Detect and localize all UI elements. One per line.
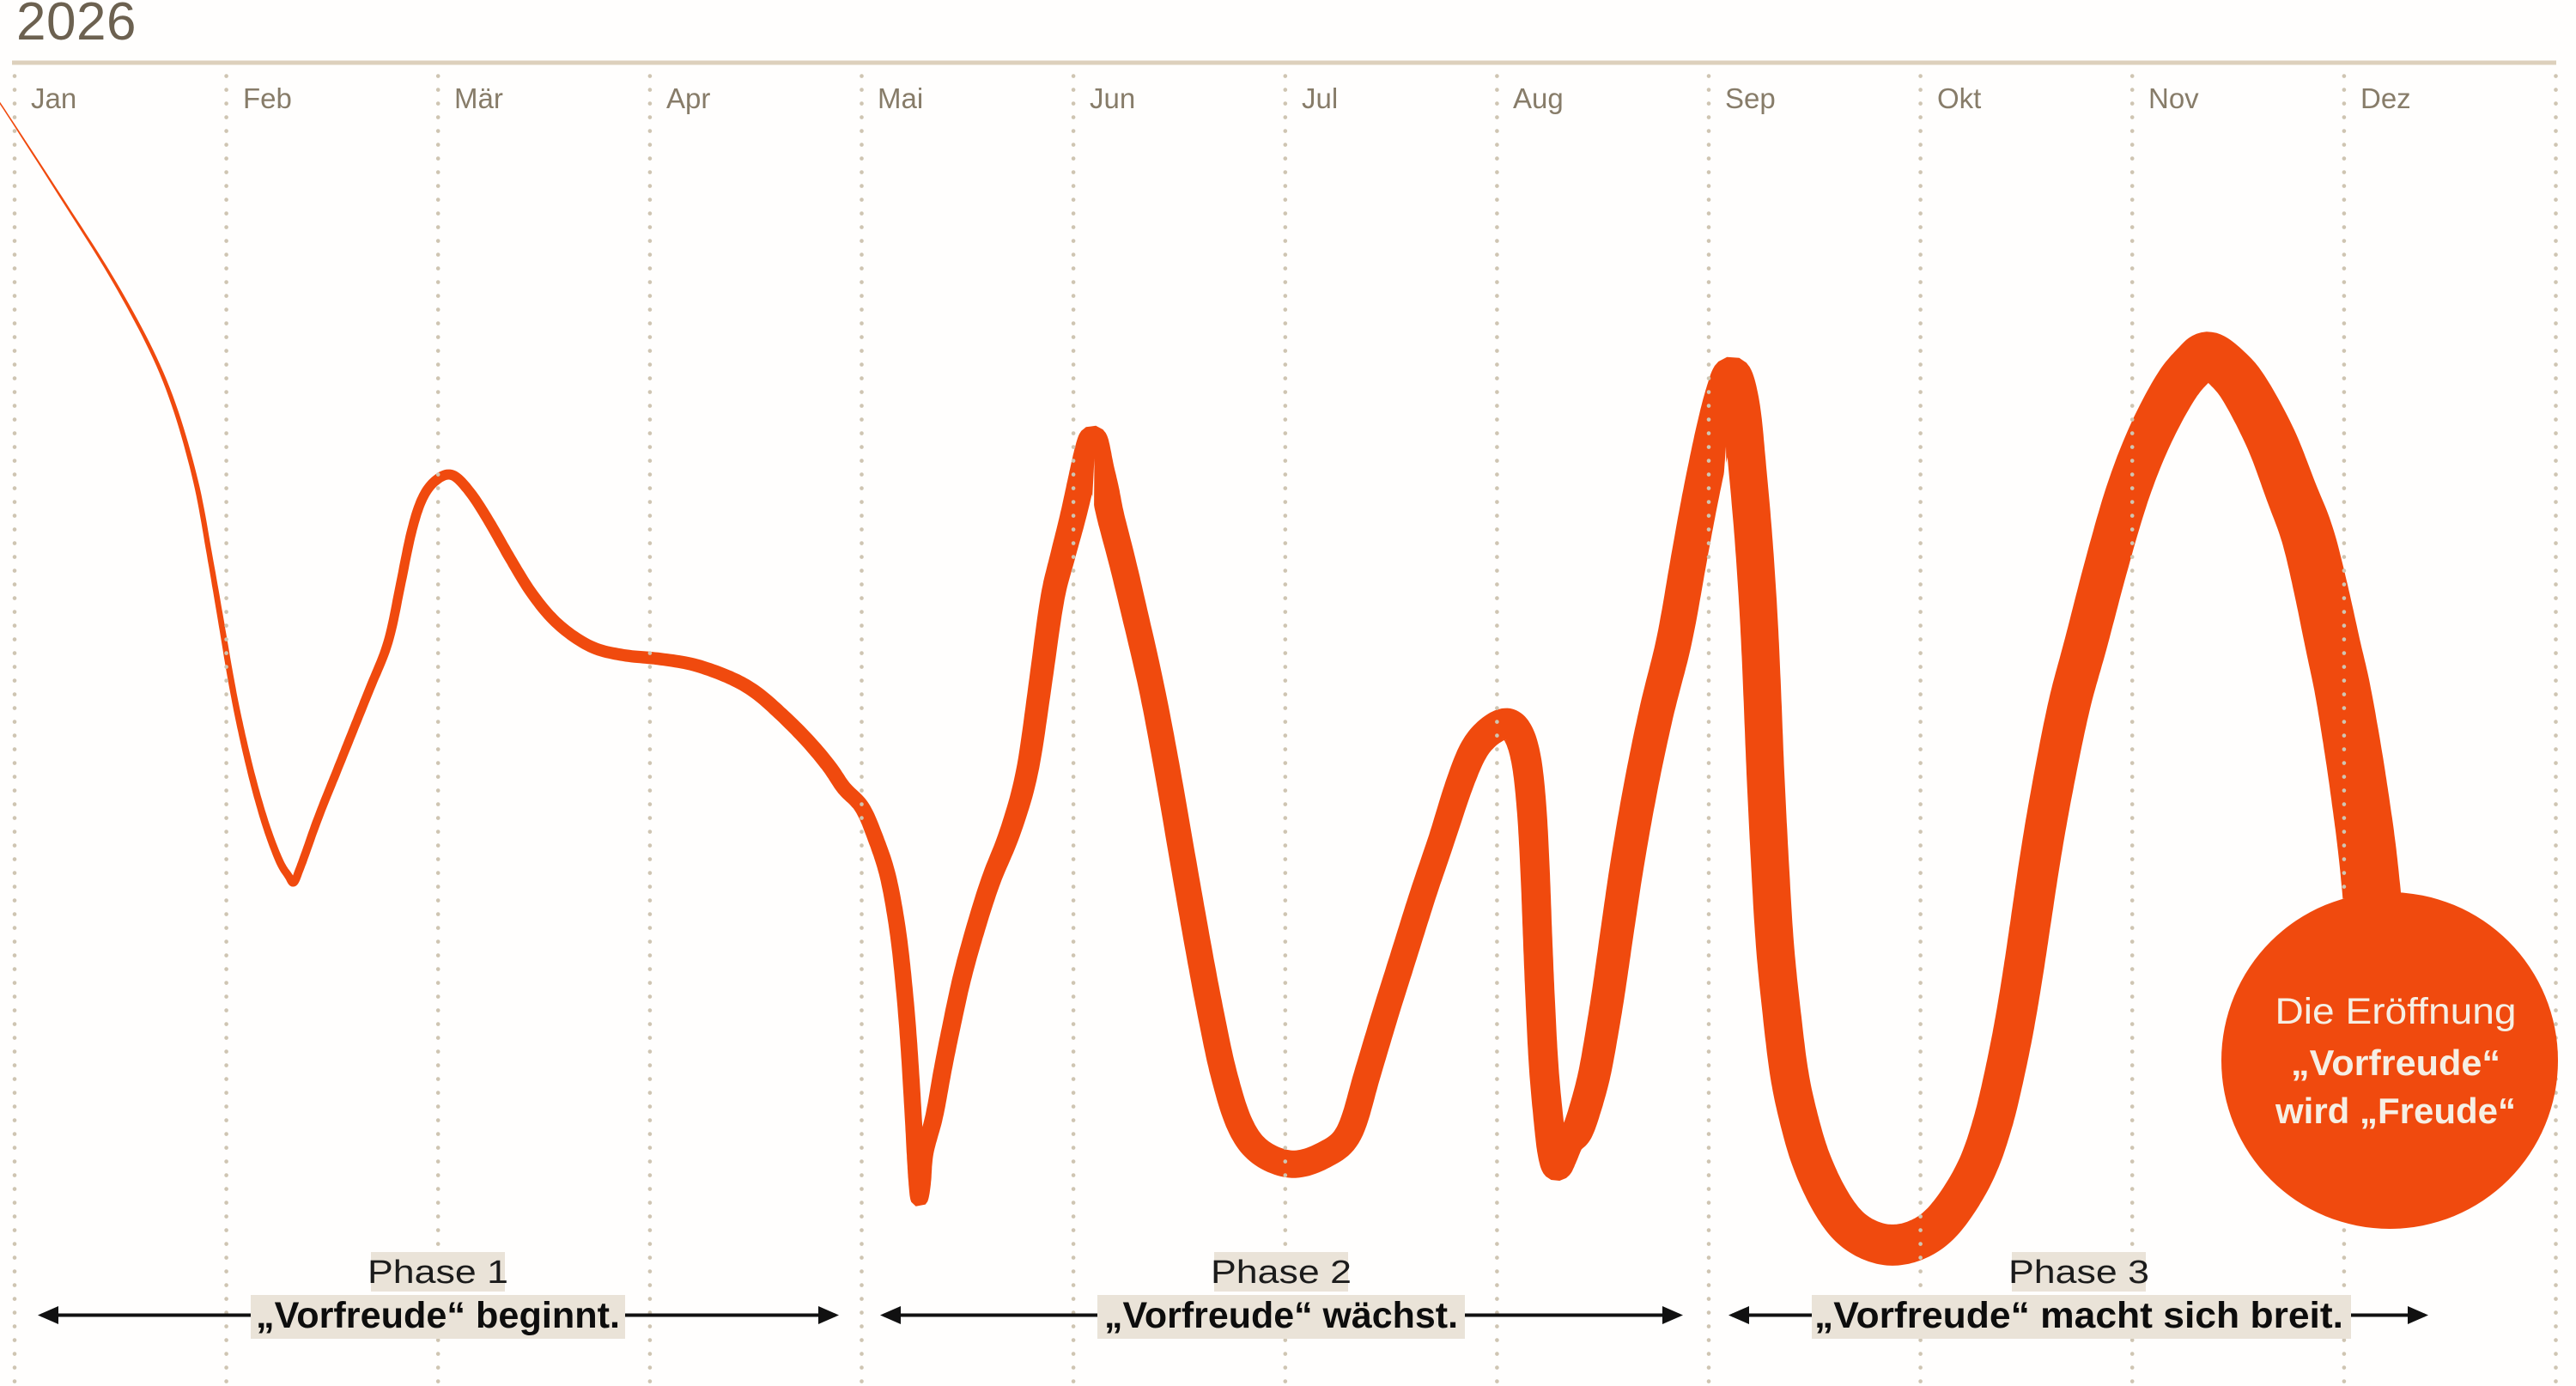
- svg-text:Jun: Jun: [1090, 82, 1135, 114]
- svg-text:Phase 3: Phase 3: [2008, 1255, 2149, 1291]
- svg-text:Die Eröffnung: Die Eröffnung: [2275, 991, 2517, 1032]
- svg-text:Nov: Nov: [2148, 82, 2199, 114]
- svg-text:„Vorfreude“ beginnt.: „Vorfreude“ beginnt.: [256, 1295, 620, 1336]
- svg-text:Phase 1: Phase 1: [368, 1255, 508, 1291]
- svg-text:Apr: Apr: [666, 82, 710, 114]
- svg-text:Sep: Sep: [1725, 82, 1776, 114]
- svg-text:Dez: Dez: [2360, 82, 2411, 114]
- svg-text:Jul: Jul: [1302, 82, 1338, 114]
- svg-text:„Vorfreude“ macht sich breit.: „Vorfreude“ macht sich breit.: [1814, 1295, 2343, 1336]
- svg-text:„Vorfreude“: „Vorfreude“: [2291, 1043, 2500, 1083]
- svg-text:Jan: Jan: [31, 82, 76, 114]
- svg-text:Aug: Aug: [1513, 82, 1564, 114]
- svg-text:wird „Freude“: wird „Freude“: [2275, 1091, 2516, 1131]
- svg-text:Phase 2: Phase 2: [1211, 1255, 1352, 1291]
- svg-text:Feb: Feb: [243, 82, 292, 114]
- svg-text:Mär: Mär: [454, 82, 503, 114]
- svg-text:2026: 2026: [16, 0, 137, 52]
- svg-text:„Vorfreude“ wächst.: „Vorfreude“ wächst.: [1104, 1295, 1458, 1336]
- svg-text:Mai: Mai: [878, 82, 923, 114]
- svg-text:Okt: Okt: [1937, 82, 1981, 114]
